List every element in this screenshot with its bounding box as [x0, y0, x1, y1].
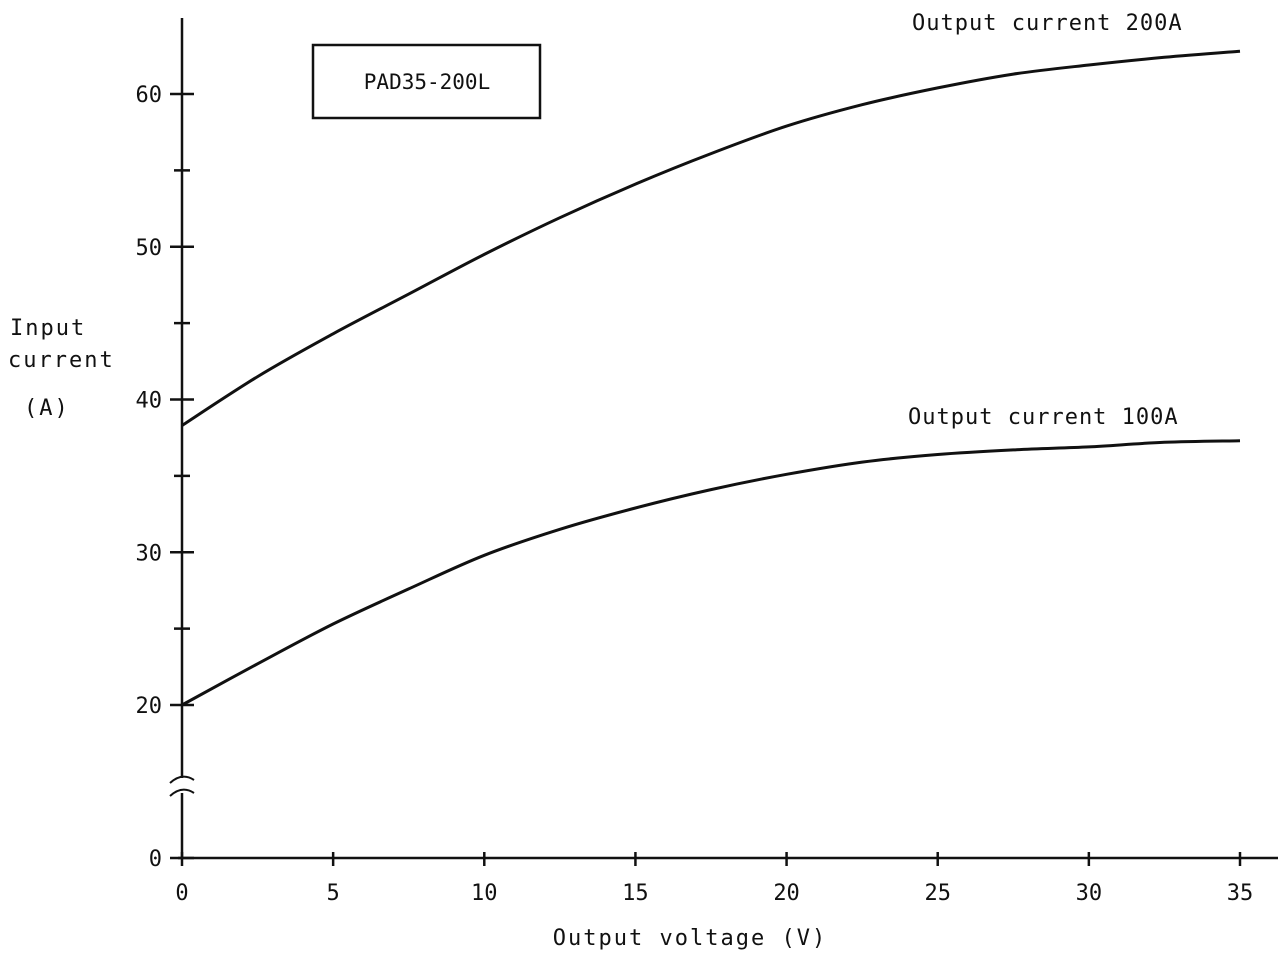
series-lines: [181, 49, 1241, 707]
chart-title-box: [311, 43, 542, 120]
y-tick-label: 60: [136, 83, 163, 108]
x-tick-label: 20: [773, 881, 800, 906]
x-ticks: 0 5 10 15 20 25 30 35: [175, 852, 1253, 906]
x-tick-label: 10: [471, 881, 498, 906]
x-axis-title: Output voltage (V): [553, 926, 827, 951]
x-tick-label: 25: [924, 881, 951, 906]
x-tick-label: 30: [1076, 881, 1103, 906]
y-axis-title-line-3: (A): [24, 396, 70, 421]
y-tick-label: 50: [136, 236, 163, 261]
axis-break-icon: [169, 775, 195, 797]
y-axis-title-line-1: Input: [10, 316, 86, 341]
series-line-200a: [181, 49, 1241, 427]
y-axis-title-line-2: current: [8, 348, 115, 373]
x-tick-label: 35: [1227, 881, 1254, 906]
y-tick-label: 30: [136, 541, 163, 566]
series-line-100a: [181, 439, 1241, 707]
y-tick-label: 20: [136, 694, 163, 719]
x-tick-label: 15: [622, 881, 649, 906]
y-ticks: 0 20 30 40 50 60: [136, 83, 194, 872]
x-tick-label: 5: [327, 881, 340, 906]
x-tick-label: 0: [175, 881, 188, 906]
y-tick-label: 40: [136, 389, 163, 414]
series-label-200a: Output current 200A: [912, 11, 1183, 36]
series-label-100a: Output current 100A: [908, 405, 1179, 430]
chart-title: PAD35-200L: [364, 70, 490, 94]
y-tick-label: 0: [149, 847, 162, 872]
